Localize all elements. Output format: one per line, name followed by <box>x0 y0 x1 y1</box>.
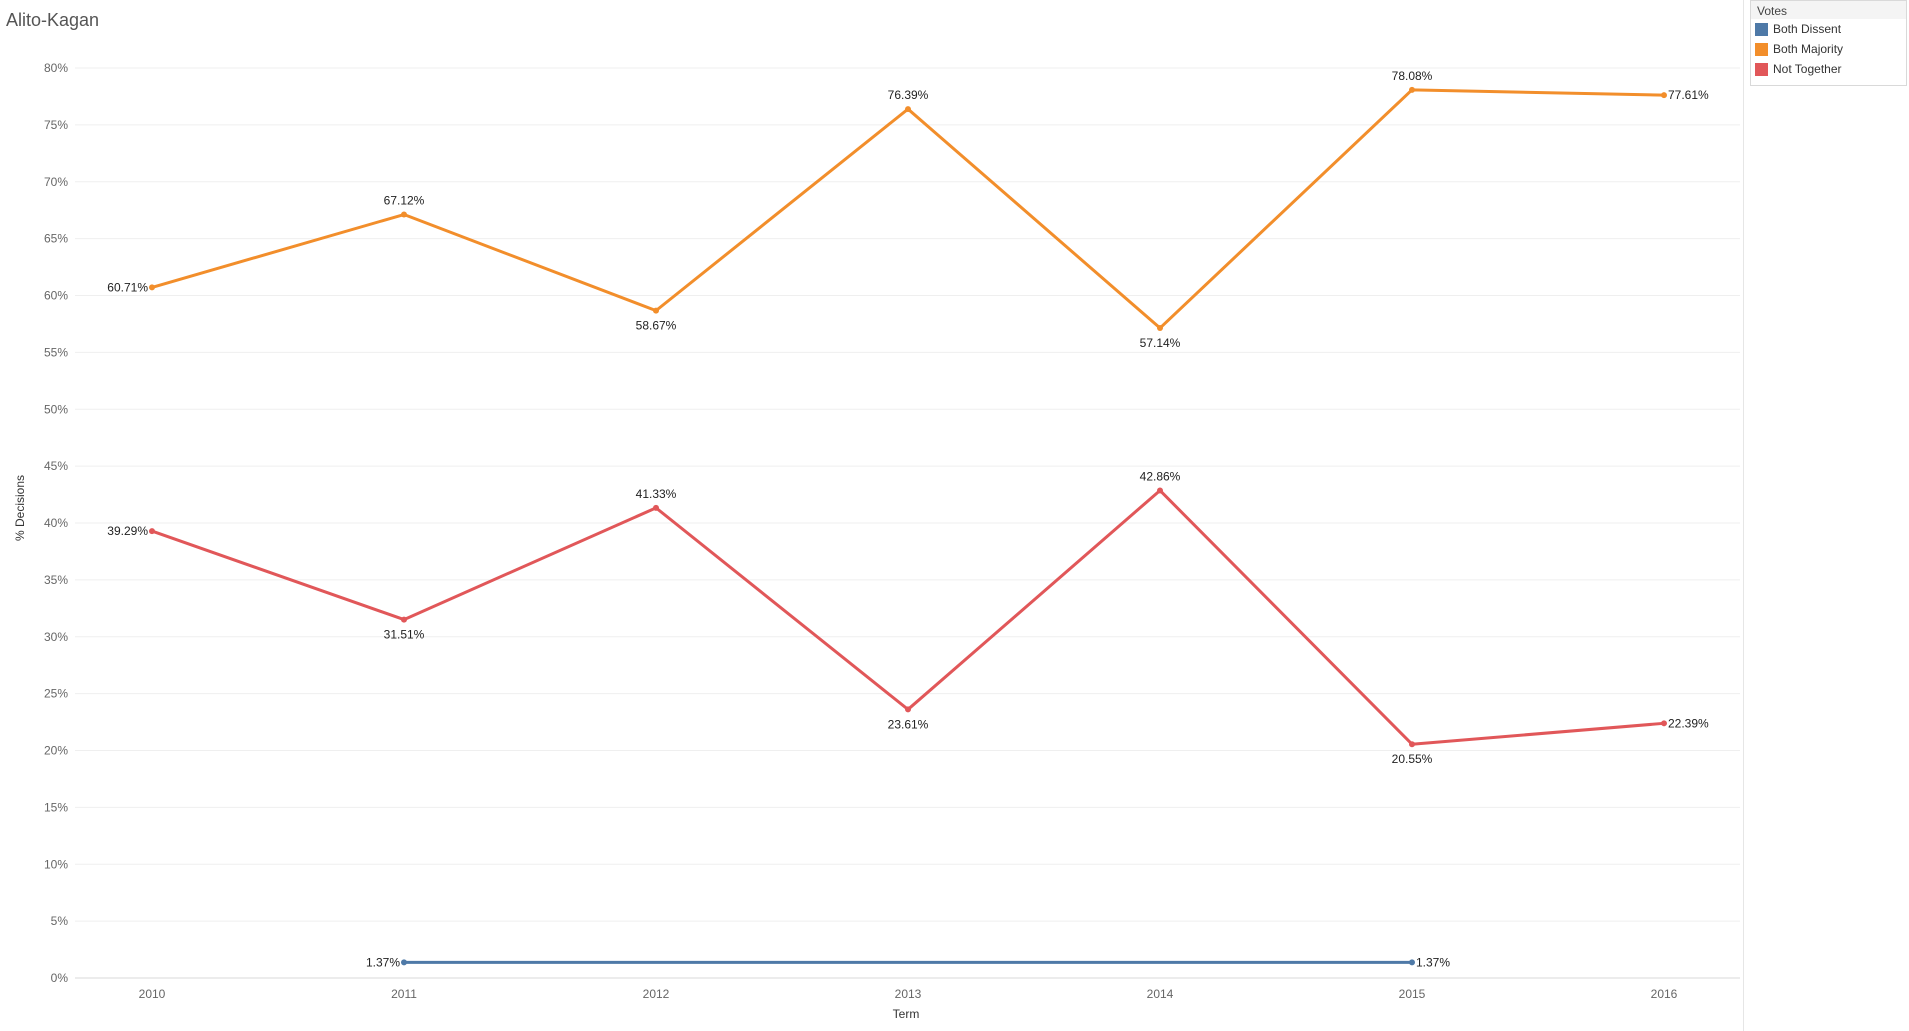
data-label-both-majority: 60.71% <box>107 280 148 294</box>
data-label-not-together: 22.39% <box>1668 716 1709 730</box>
data-point-both-majority[interactable] <box>401 211 407 218</box>
legend-title: Votes <box>1751 1 1906 19</box>
data-point-both-majority[interactable] <box>1409 86 1415 93</box>
data-label-both-dissent: 1.37% <box>366 955 400 969</box>
series-lines <box>149 86 1667 966</box>
legend-swatch-not-together <box>1755 62 1768 76</box>
data-point-not-together[interactable] <box>1157 487 1163 494</box>
data-label-both-majority: 77.61% <box>1668 88 1709 102</box>
legend-item-not-together[interactable]: Not Together <box>1751 59 1906 79</box>
data-label-both-majority: 57.14% <box>1140 336 1181 350</box>
legend-label: Both Majority <box>1773 42 1844 56</box>
data-label-not-together: 20.55% <box>1392 752 1433 766</box>
legend-item-both-majority[interactable]: Both Majority <box>1751 39 1906 59</box>
y-tick-label: 5% <box>51 914 69 928</box>
y-tick-label: 55% <box>44 345 68 359</box>
data-labels: 1.37% 1.37% 60.71% 67.12% 58.67% 76.39% 57.14%… <box>107 69 1709 970</box>
data-point-not-together[interactable] <box>1409 741 1415 748</box>
data-point-not-together[interactable] <box>1661 720 1667 727</box>
data-label-both-dissent: 1.37% <box>1416 955 1450 969</box>
data-label-not-together: 39.29% <box>107 524 148 538</box>
data-label-not-together: 42.86% <box>1140 469 1181 483</box>
data-point-both-majority[interactable] <box>149 284 155 291</box>
data-point-both-dissent[interactable] <box>401 959 407 966</box>
data-point-not-together[interactable] <box>149 528 155 535</box>
y-tick-label: 40% <box>44 516 68 530</box>
y-tick-label: 30% <box>44 630 68 644</box>
data-label-not-together: 41.33% <box>636 487 677 501</box>
y-tick-label: 70% <box>44 175 68 189</box>
y-tick-label: 80% <box>44 61 68 75</box>
data-point-both-dissent[interactable] <box>1409 959 1415 966</box>
series-line-both-majority <box>151 88 1665 330</box>
y-tick-label: 10% <box>44 857 68 871</box>
x-tick-label: 2012 <box>643 987 670 1001</box>
x-axis-title: Term <box>893 1007 920 1021</box>
y-tick-label: 0% <box>51 971 69 985</box>
chart-title: Alito-Kagan <box>6 10 100 30</box>
y-tick-label: 15% <box>44 800 68 814</box>
data-label-both-majority: 67.12% <box>384 194 425 208</box>
legend-label: Not Together <box>1773 62 1842 76</box>
x-tick-label: 2016 <box>1651 987 1678 1001</box>
x-axis-ticks: 2010 2011 2012 2013 2014 2015 2016 <box>139 987 1678 1001</box>
y-tick-label: 50% <box>44 402 68 416</box>
line-chart: 0% 5% 10% 15% 20% 25% 30% 35% 40% 45% 50% 55% 60% 65%… <box>13 61 1740 1021</box>
data-label-both-majority: 78.08% <box>1392 69 1433 83</box>
y-tick-label: 35% <box>44 573 68 587</box>
data-label-not-together: 31.51% <box>384 628 425 642</box>
data-point-not-together[interactable] <box>905 706 911 713</box>
legend-item-both-dissent[interactable]: Both Dissent <box>1751 19 1906 39</box>
data-point-not-together[interactable] <box>401 616 407 623</box>
y-tick-label: 20% <box>44 744 68 758</box>
x-tick-label: 2011 <box>391 987 417 1001</box>
data-label-both-majority: 58.67% <box>636 319 677 333</box>
x-tick-label: 2010 <box>139 987 166 1001</box>
data-point-not-together[interactable] <box>653 504 659 511</box>
series-line-not-together <box>151 488 1665 746</box>
y-tick-label: 60% <box>44 289 68 303</box>
data-point-both-majority[interactable] <box>1157 325 1163 332</box>
data-label-not-together: 23.61% <box>888 717 929 731</box>
y-tick-label: 45% <box>44 459 68 473</box>
gridlines <box>75 67 1740 979</box>
y-tick-label: 25% <box>44 687 68 701</box>
y-axis-title: % Decisions <box>13 475 27 541</box>
data-label-both-majority: 76.39% <box>888 88 929 102</box>
legend-divider <box>1743 0 1744 1031</box>
data-point-both-majority[interactable] <box>1661 92 1667 99</box>
y-tick-label: 65% <box>44 232 68 246</box>
legend-label: Both Dissent <box>1773 22 1842 36</box>
x-tick-label: 2014 <box>1147 987 1174 1001</box>
x-tick-label: 2013 <box>895 987 922 1001</box>
legend-swatch-both-dissent <box>1755 22 1768 36</box>
x-tick-label: 2015 <box>1399 987 1426 1001</box>
y-tick-label: 75% <box>44 118 68 132</box>
legend: Votes Both Dissent Both Majority Not Tog… <box>1750 0 1907 86</box>
legend-swatch-both-majority <box>1755 42 1768 56</box>
data-point-both-majority[interactable] <box>905 106 911 113</box>
data-point-both-majority[interactable] <box>653 307 659 314</box>
y-axis-ticks: 0% 5% 10% 15% 20% 25% 30% 35% 40% 45% 50% 55% 60% 65%… <box>44 61 68 985</box>
